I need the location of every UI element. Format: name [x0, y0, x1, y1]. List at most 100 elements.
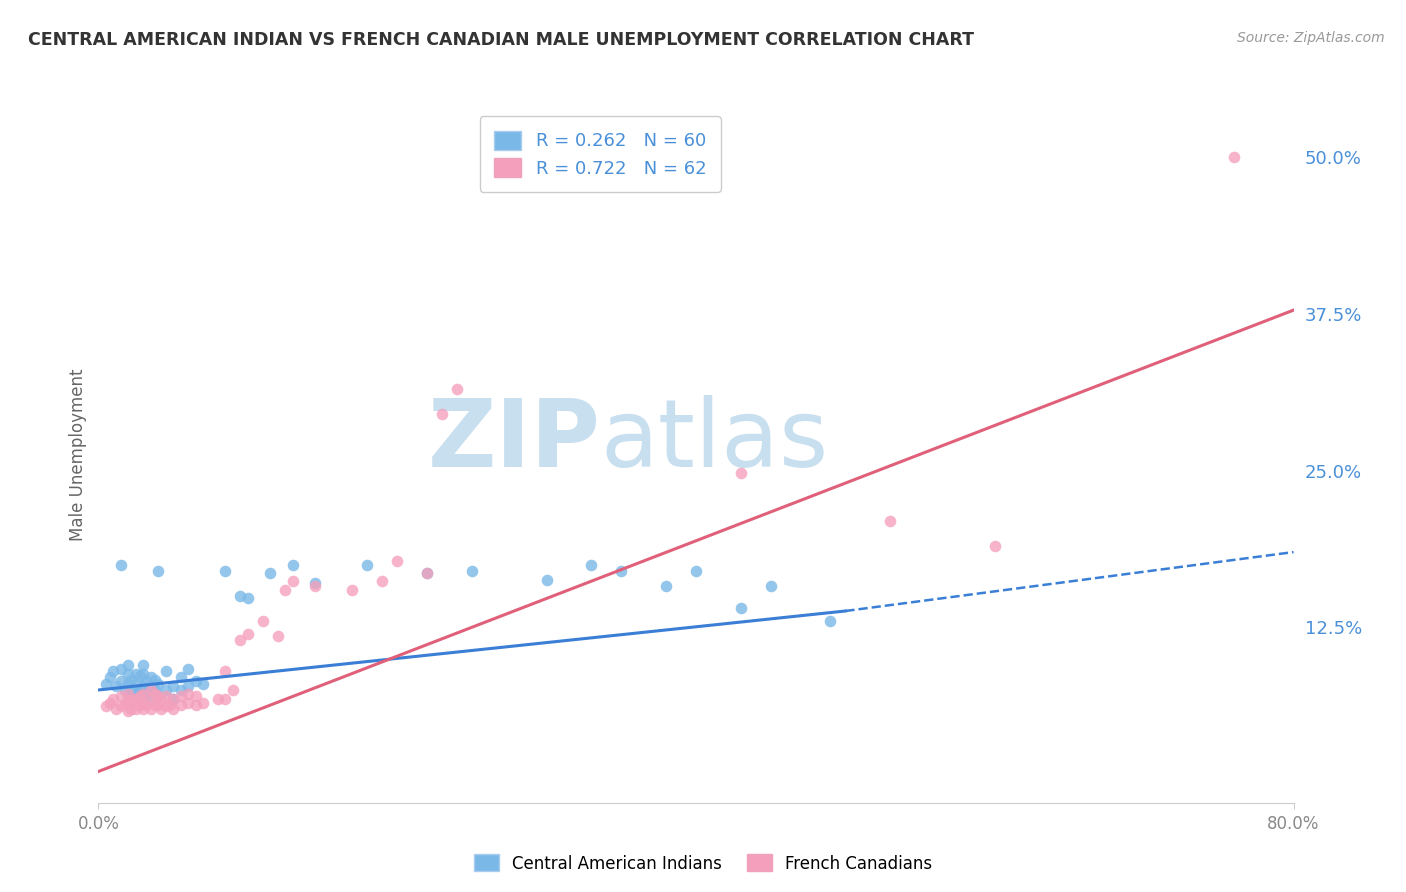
- Point: [169, 690, 191, 704]
- Point: [94, 699, 117, 714]
- Point: [281, 558, 304, 572]
- Point: [132, 679, 155, 693]
- Point: [581, 558, 603, 572]
- Point: [117, 690, 139, 704]
- Point: [430, 407, 453, 421]
- Point: [214, 691, 236, 706]
- Point: [110, 699, 132, 714]
- Point: [117, 704, 139, 718]
- Point: [135, 674, 157, 689]
- Point: [536, 573, 558, 587]
- Point: [274, 582, 297, 597]
- Point: [730, 466, 752, 480]
- Point: [132, 690, 155, 704]
- Point: [135, 698, 157, 712]
- Point: [132, 657, 155, 672]
- Point: [143, 683, 166, 698]
- Point: [214, 564, 236, 578]
- Point: [1223, 150, 1246, 164]
- Point: [222, 683, 245, 698]
- Point: [162, 679, 184, 693]
- Point: [139, 702, 162, 716]
- Point: [135, 687, 157, 701]
- Point: [155, 690, 177, 704]
- Point: [162, 691, 184, 706]
- Point: [191, 696, 214, 710]
- Point: [114, 683, 136, 698]
- Point: [214, 664, 236, 678]
- Point: [132, 702, 155, 716]
- Point: [150, 702, 173, 716]
- Point: [984, 539, 1007, 553]
- Point: [143, 673, 166, 687]
- Point: [117, 657, 139, 672]
- Point: [177, 662, 200, 676]
- Point: [105, 679, 128, 693]
- Point: [103, 664, 125, 678]
- Point: [120, 673, 142, 687]
- Point: [117, 696, 139, 710]
- Point: [148, 564, 170, 578]
- Point: [125, 687, 148, 701]
- Point: [446, 382, 468, 396]
- Point: [110, 558, 132, 572]
- Point: [117, 676, 139, 690]
- Point: [110, 674, 132, 689]
- Point: [103, 691, 125, 706]
- Point: [125, 666, 148, 681]
- Point: [139, 683, 162, 698]
- Point: [129, 698, 152, 712]
- Point: [191, 676, 214, 690]
- Point: [342, 582, 364, 597]
- Point: [385, 554, 409, 568]
- Point: [100, 670, 122, 684]
- Point: [132, 687, 155, 701]
- Point: [139, 691, 162, 706]
- Point: [148, 690, 170, 704]
- Point: [129, 669, 152, 683]
- Point: [143, 698, 166, 712]
- Point: [120, 691, 142, 706]
- Point: [759, 579, 782, 593]
- Point: [184, 674, 207, 689]
- Point: [148, 676, 170, 690]
- Point: [114, 697, 136, 711]
- Point: [229, 589, 252, 603]
- Point: [610, 564, 633, 578]
- Point: [150, 691, 173, 706]
- Point: [236, 591, 259, 606]
- Text: CENTRAL AMERICAN INDIAN VS FRENCH CANADIAN MALE UNEMPLOYMENT CORRELATION CHART: CENTRAL AMERICAN INDIAN VS FRENCH CANADI…: [28, 31, 974, 49]
- Text: atlas: atlas: [600, 395, 828, 487]
- Point: [139, 670, 162, 684]
- Point: [685, 564, 707, 578]
- Point: [100, 696, 122, 710]
- Point: [110, 662, 132, 676]
- Point: [229, 632, 252, 647]
- Point: [252, 614, 274, 628]
- Point: [184, 698, 207, 712]
- Point: [730, 601, 752, 615]
- Point: [159, 698, 181, 712]
- Point: [155, 699, 177, 714]
- Point: [148, 690, 170, 704]
- Point: [177, 679, 200, 693]
- Point: [184, 690, 207, 704]
- Point: [207, 691, 229, 706]
- Point: [304, 579, 326, 593]
- Point: [177, 687, 200, 701]
- Legend: R = 0.262   N = 60, R = 0.722   N = 62: R = 0.262 N = 60, R = 0.722 N = 62: [479, 116, 721, 192]
- Point: [169, 683, 191, 698]
- Point: [125, 676, 148, 690]
- Point: [371, 574, 394, 588]
- Y-axis label: Male Unemployment: Male Unemployment: [69, 368, 87, 541]
- Point: [139, 691, 162, 706]
- Point: [820, 614, 842, 628]
- Point: [155, 664, 177, 678]
- Point: [94, 676, 117, 690]
- Point: [155, 683, 177, 698]
- Point: [120, 685, 142, 699]
- Point: [356, 558, 378, 572]
- Point: [304, 576, 326, 591]
- Legend: Central American Indians, French Canadians: Central American Indians, French Canadia…: [467, 847, 939, 880]
- Point: [132, 696, 155, 710]
